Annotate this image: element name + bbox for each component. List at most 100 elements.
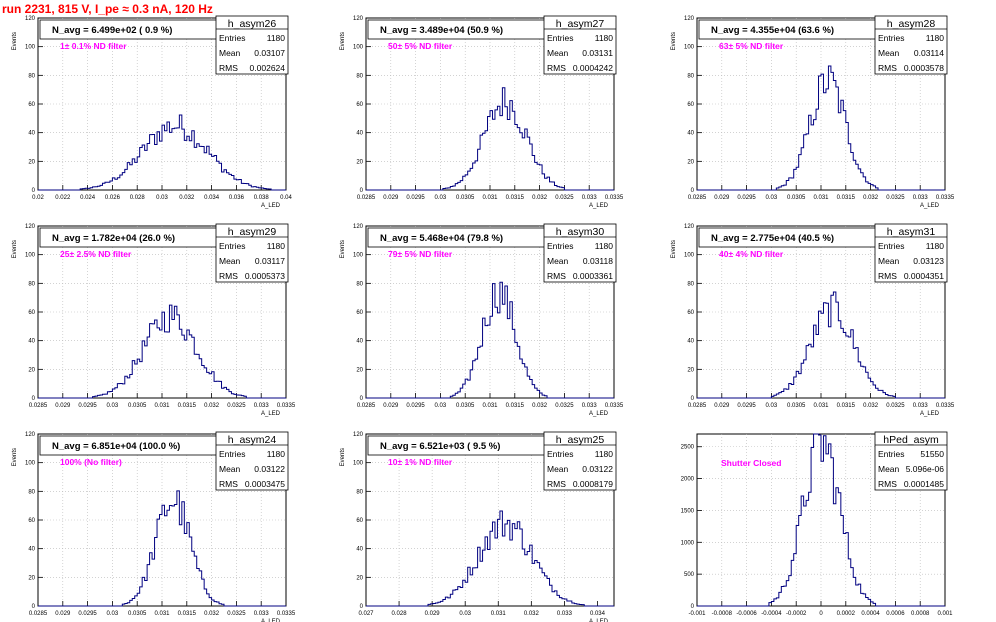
x-tick-label: 0.029 bbox=[383, 403, 399, 409]
stats-value-entries: 1180 bbox=[267, 241, 286, 251]
x-tick-label: -0.0008 bbox=[712, 611, 733, 617]
stats-value-entries: 1180 bbox=[267, 33, 286, 43]
x-tick-label: 0.03 bbox=[107, 611, 119, 617]
y-tick-label: 0 bbox=[691, 188, 695, 194]
y-tick-label: 60 bbox=[28, 310, 35, 316]
avg-label: N_avg = 4.355e+04 (63.6 %) bbox=[711, 25, 834, 36]
y-tick-label: 80 bbox=[687, 281, 694, 287]
x-tick-label: 0.033 bbox=[582, 195, 598, 201]
stats-label-mean: Mean bbox=[547, 256, 569, 266]
y-tick-label: 80 bbox=[687, 73, 694, 79]
annotation: 63± 5% ND filter bbox=[719, 41, 784, 51]
stats-label-entries: Entries bbox=[219, 449, 245, 459]
x-tick-label: 0.033 bbox=[582, 403, 598, 409]
y-tick-label: 0 bbox=[360, 188, 364, 194]
stats-box bbox=[215, 431, 289, 491]
stats-value-rms: 0.0001485 bbox=[904, 479, 944, 489]
y-tick-label: 20 bbox=[687, 159, 694, 165]
stats-label-mean: Mean bbox=[878, 256, 900, 266]
histogram-panel-h_asym24: 0.0285 0.029 0.0295 0.03 0.0305 0.031 0.0315 0.… bbox=[12, 431, 296, 622]
x-tick-label: 0.02 bbox=[32, 195, 44, 201]
y-tick-label: 100 bbox=[353, 45, 364, 51]
x-tick-label: 0.0295 bbox=[737, 195, 756, 201]
x-tick-label: 0.0325 bbox=[555, 195, 574, 201]
avg-label: N_avg = 6.499e+02 ( 0.9 %) bbox=[52, 25, 172, 36]
stats-label-rms: RMS bbox=[219, 63, 238, 73]
y-tick-label: 20 bbox=[28, 575, 35, 581]
stats-value-mean: 0.03117 bbox=[255, 256, 285, 266]
stats-value-entries: 1180 bbox=[595, 241, 614, 251]
x-tick-label: 0 bbox=[819, 611, 823, 617]
x-tick-label: 0.033 bbox=[254, 403, 270, 409]
annotation: 50± 5% ND filter bbox=[388, 41, 453, 51]
histogram-name: h_asym30 bbox=[556, 226, 605, 238]
x-tick-label: 0.034 bbox=[590, 611, 606, 617]
y-tick-label: 40 bbox=[687, 131, 694, 137]
x-tick-label: 0.026 bbox=[105, 195, 121, 201]
annotation: 40± 4% ND filter bbox=[719, 249, 784, 259]
y-axis-label: Events bbox=[340, 240, 346, 258]
x-tick-label: 0.028 bbox=[392, 611, 408, 617]
x-axis-label: A_LED bbox=[589, 619, 609, 622]
histogram-name: h_asym28 bbox=[887, 18, 936, 30]
x-tick-label: 0.031 bbox=[154, 403, 170, 409]
stats-value-mean: 0.03107 bbox=[254, 48, 285, 58]
x-tick-label: 0.0335 bbox=[936, 403, 955, 409]
y-axis-label: Events bbox=[12, 240, 18, 258]
x-tick-label: -0.0002 bbox=[786, 611, 807, 617]
y-tick-label: 2000 bbox=[681, 477, 695, 483]
x-axis-label: A_LED bbox=[920, 203, 940, 209]
x-tick-label: 0.029 bbox=[383, 195, 399, 201]
histogram-name: h_asym25 bbox=[556, 434, 605, 446]
y-tick-label: 100 bbox=[25, 253, 36, 259]
avg-label: N_avg = 3.489e+04 (50.9 %) bbox=[380, 25, 503, 36]
y-tick-label: 60 bbox=[356, 102, 363, 108]
avg-label: N_avg = 5.468e+04 (79.8 %) bbox=[380, 233, 503, 244]
x-tick-label: 0.0295 bbox=[406, 195, 425, 201]
y-tick-label: 100 bbox=[684, 45, 695, 51]
stats-value-mean: 5.096e-06 bbox=[906, 464, 945, 474]
y-tick-label: 2500 bbox=[681, 445, 695, 451]
y-tick-label: 80 bbox=[356, 73, 363, 79]
stats-value-rms: 0.0003578 bbox=[904, 63, 944, 73]
y-tick-label: 120 bbox=[684, 16, 695, 22]
y-tick-label: 100 bbox=[25, 45, 36, 51]
stats-label-rms: RMS bbox=[878, 271, 897, 281]
stats-label-rms: RMS bbox=[878, 63, 897, 73]
y-tick-label: 0 bbox=[32, 604, 36, 610]
histogram-bars-h_asym25 bbox=[366, 510, 614, 607]
y-tick-label: 20 bbox=[356, 367, 363, 373]
x-tick-label: 0.0008 bbox=[911, 611, 930, 617]
x-tick-label: 0.0006 bbox=[886, 611, 905, 617]
histogram-panel-h_asym31: 0.0285 0.029 0.0295 0.03 0.0305 0.031 0.0315 0.… bbox=[671, 223, 955, 417]
x-tick-label: 0.0305 bbox=[787, 195, 806, 201]
x-tick-label: 0.03 bbox=[435, 403, 447, 409]
stats-label-mean: Mean bbox=[219, 48, 241, 58]
stats-label-entries: Entries bbox=[219, 33, 245, 43]
x-tick-label: 0.04 bbox=[280, 195, 292, 201]
stats-label-entries: Entries bbox=[878, 33, 904, 43]
run-title: run 2231, 815 V, I_pe ≈ 0.3 nA, 120 Hz bbox=[2, 2, 213, 16]
x-tick-label: 0.0285 bbox=[357, 403, 376, 409]
stats-value-rms: 0.002624 bbox=[250, 63, 286, 73]
histogram-name: h_asym26 bbox=[228, 18, 277, 30]
stats-value-mean: 0.03122 bbox=[254, 464, 285, 474]
stats-value-mean: 0.03114 bbox=[914, 48, 944, 58]
stats-value-rms: 0.0005373 bbox=[245, 271, 285, 281]
x-tick-label: 0.027 bbox=[358, 611, 374, 617]
histogram-name: hPed_asym bbox=[883, 434, 939, 446]
stats-label-entries: Entries bbox=[547, 241, 573, 251]
x-tick-label: 0.033 bbox=[913, 195, 929, 201]
stats-label-entries: Entries bbox=[219, 241, 245, 251]
stats-box bbox=[543, 15, 617, 75]
y-tick-label: 60 bbox=[687, 310, 694, 316]
y-tick-label: 0 bbox=[691, 604, 695, 610]
stats-label-entries: Entries bbox=[547, 449, 573, 459]
stats-label-mean: Mean bbox=[547, 464, 569, 474]
x-axis-label: A_LED bbox=[261, 203, 281, 209]
x-axis-label: A_LED bbox=[589, 411, 609, 417]
annotation: 1± 0.1% ND filter bbox=[60, 41, 127, 51]
y-tick-label: 0 bbox=[32, 188, 36, 194]
y-axis-label: Events bbox=[340, 448, 346, 466]
